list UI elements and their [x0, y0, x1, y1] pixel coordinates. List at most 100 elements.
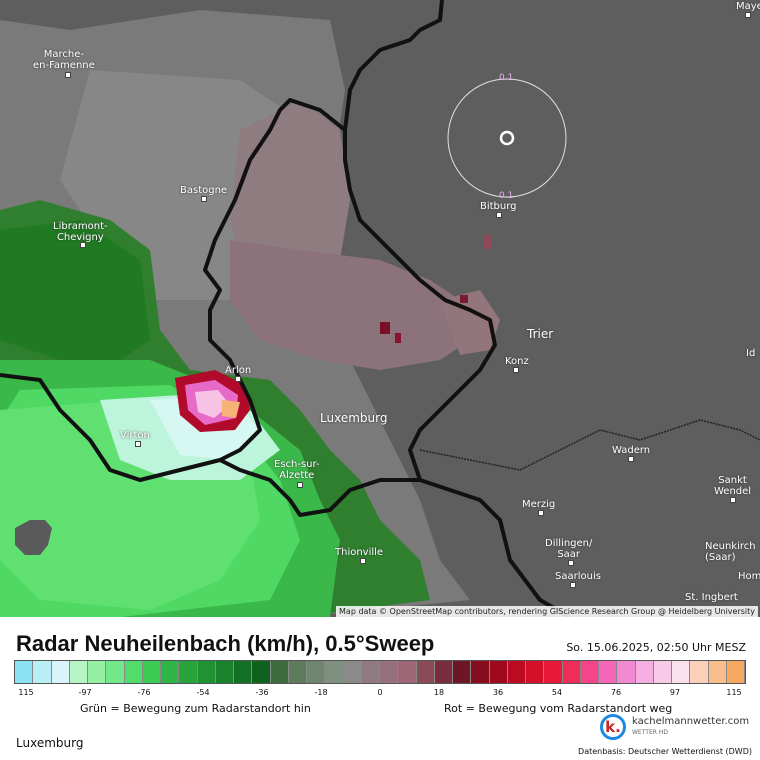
place-label: Marche- en-Famenne: [33, 49, 95, 71]
brand-logo-icon: k.: [600, 714, 626, 740]
color-scale-swatch: [398, 661, 417, 683]
brand-logo[interactable]: k. kachelmannwetter.com WETTER HD: [600, 714, 749, 740]
brand-name: kachelmannwetter.com: [632, 715, 750, 727]
color-scale-tick-label: -97: [78, 688, 92, 697]
region-label: Luxemburg: [16, 736, 84, 750]
color-scale-swatch: [288, 661, 307, 683]
place-marker: [65, 72, 71, 78]
color-scale-swatch: [325, 661, 344, 683]
place-label: Hom: [738, 571, 760, 582]
place-label: Arlon: [225, 365, 252, 376]
color-scale-swatch: [580, 661, 599, 683]
place-marker: [538, 510, 544, 516]
color-scale-tick-label: 76: [610, 688, 622, 697]
color-scale-swatch: [343, 661, 362, 683]
color-scale-swatch: [270, 661, 289, 683]
color-scale-swatch: [726, 661, 745, 683]
place-label: Konz: [505, 356, 529, 367]
place-label: Saarlouis: [555, 571, 601, 582]
legend-green-text: Grün = Bewegung zum Radarstandort hin: [80, 702, 311, 715]
color-scale-swatch: [15, 661, 34, 683]
color-scale-swatch: [453, 661, 472, 683]
brand-subtitle: WETTER HD: [632, 728, 668, 736]
place-label: Virton: [120, 430, 150, 441]
color-scale-swatch: [544, 661, 563, 683]
color-scale-swatch: [252, 661, 271, 683]
color-scale-swatch: [124, 661, 143, 683]
place-label: Neunkirch (Saar): [705, 541, 756, 563]
place-marker: [80, 242, 86, 248]
place-label: Merzig: [522, 499, 556, 510]
place-label: Libramont- Chevigny: [53, 221, 108, 243]
color-scale-swatch: [635, 661, 654, 683]
color-scale-swatch: [617, 661, 636, 683]
color-scale-swatch: [142, 661, 161, 683]
color-scale-tick-label: 115: [18, 688, 34, 697]
color-scale-swatch: [361, 661, 380, 683]
legend-panel: Radar Neuheilenbach (km/h), 0.5°Sweep So…: [0, 617, 760, 760]
place-label: Bastogne: [180, 185, 228, 196]
color-scale-swatch: [507, 661, 526, 683]
color-scale-swatch: [307, 661, 326, 683]
place-label: Id: [746, 348, 756, 359]
ring-label-top: 0.1: [499, 73, 514, 83]
place-label: Thionville: [335, 547, 384, 558]
place-marker: [235, 376, 241, 382]
place-label: Maye: [736, 1, 760, 12]
color-scale-swatch: [106, 661, 125, 683]
data-source: Datenbasis: Deutscher Wetterdienst (DWD): [578, 747, 752, 756]
color-scale-swatch: [562, 661, 581, 683]
place-label: Sankt Wendel: [714, 475, 752, 497]
page-title: Radar Neuheilenbach (km/h), 0.5°Sweep: [16, 631, 435, 656]
color-scale-tick-label: 0: [377, 688, 383, 697]
color-scale-swatch: [380, 661, 399, 683]
color-scale-swatch: [690, 661, 709, 683]
color-scale-tick-label: -36: [255, 688, 269, 697]
place-marker: [570, 582, 576, 588]
place-label-city: Trier: [527, 327, 554, 341]
color-scale-swatch: [51, 661, 70, 683]
color-scale-tick-label: -54: [196, 688, 210, 697]
color-scale-tick-label: 36: [492, 688, 504, 697]
color-scale-swatch: [161, 661, 180, 683]
color-scale-tick-label: 97: [669, 688, 681, 697]
color-scale-swatch: [672, 661, 691, 683]
map-attribution[interactable]: Map data © OpenStreetMap contributors, r…: [336, 606, 758, 617]
color-scale-swatch: [33, 661, 52, 683]
legend-red-text: Rot = Bewegung vom Radarstandort weg: [444, 702, 673, 715]
color-scale-swatch: [179, 661, 198, 683]
place-marker: [568, 560, 574, 566]
place-label-capital: Luxemburg: [320, 411, 388, 425]
color-scale-ticks: 115 -97 -76 -54 -36 -18 0 18 36 54 76 97 115: [14, 688, 746, 700]
place-marker: [297, 482, 303, 488]
color-scale-swatch: [599, 661, 618, 683]
color-scale-swatch: [416, 661, 435, 683]
place-marker: [730, 497, 736, 503]
place-marker: [360, 558, 366, 564]
color-scale-tick-label: -76: [137, 688, 151, 697]
ring-label-bottom: 0.1: [499, 191, 514, 201]
place-marker: [496, 212, 502, 218]
place-label: Wadern: [612, 445, 651, 456]
color-scale-swatch: [215, 661, 234, 683]
color-scale-swatch: [653, 661, 672, 683]
color-scale-swatch: [197, 661, 216, 683]
color-scale-tick-label: 54: [551, 688, 563, 697]
color-scale-bar: [14, 660, 746, 684]
timestamp: So. 15.06.2025, 02:50 Uhr MESZ: [566, 641, 746, 654]
place-label: Bitburg: [480, 201, 517, 212]
radar-map[interactable]: 0.1 0.1 Marche- en-Famenne Bastogne Libr…: [0, 0, 760, 617]
place-marker: [201, 196, 207, 202]
radar-map-canvas: [0, 0, 760, 617]
color-scale-tick-label: -18: [314, 688, 328, 697]
color-scale-swatch: [234, 661, 253, 683]
place-marker: [628, 456, 634, 462]
color-scale-tick-label: 115: [726, 688, 742, 697]
color-scale-swatch: [471, 661, 490, 683]
color-scale-tick-label: 18: [433, 688, 445, 697]
place-marker: [745, 12, 751, 18]
color-scale-swatch: [88, 661, 107, 683]
color-scale-swatch: [708, 661, 727, 683]
color-scale-swatch: [526, 661, 545, 683]
place-label: Esch-sur- Alzette: [274, 459, 320, 481]
